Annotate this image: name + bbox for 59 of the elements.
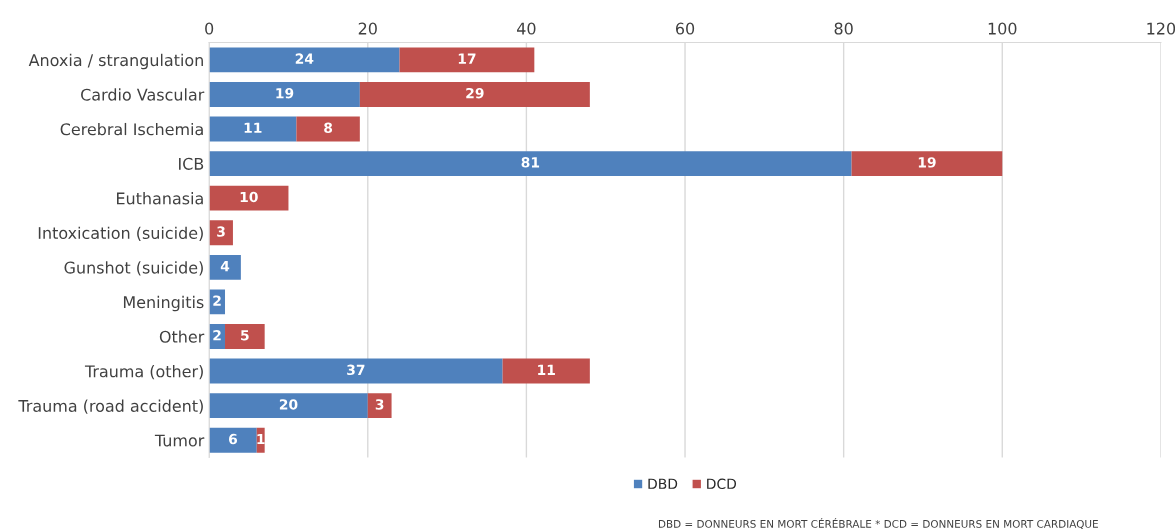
data-label: 10: [240, 191, 258, 203]
bar: [225, 324, 265, 349]
y-tick-label: Trauma (road accident): [18, 399, 203, 414]
data-label: 2: [213, 330, 221, 341]
data-label: 1: [257, 433, 265, 445]
x-tick-label: 0: [205, 22, 214, 35]
y-tick-label: Meningitis: [123, 295, 204, 312]
data-label: 3: [217, 226, 225, 237]
y-tick-label: Anoxia / strangulation: [28, 53, 203, 70]
bar: [209, 427, 257, 453]
data-label: 19: [276, 87, 294, 99]
data-label: 8: [324, 122, 333, 134]
bar: [359, 81, 590, 107]
bar: [399, 47, 535, 73]
bar: [209, 185, 289, 211]
x-tick-label: 20: [358, 22, 377, 35]
legend-label: DBD: [648, 478, 678, 489]
x-tick-label: 100: [988, 22, 1017, 35]
data-label: 17: [458, 53, 476, 64]
x-tick-label: 80: [834, 22, 853, 35]
text: DBD = DONNEURS EN MORT CÉRÉBRALE * DCD = DONNEURS EN MORT CARDIAQUE: [658, 518, 1098, 530]
bar: [296, 116, 360, 142]
bar: [851, 151, 1003, 177]
data-label: 11: [244, 122, 262, 133]
x-tick-label: 120: [1147, 22, 1175, 35]
bar: [209, 116, 297, 142]
y-tick-label: ICB: [179, 157, 204, 170]
y-tick-label: Euthanasia: [117, 192, 203, 205]
y-tick-label: Other: [159, 330, 205, 343]
bar: [209, 358, 503, 384]
data-label: 3: [375, 399, 384, 410]
data-label: 11: [538, 364, 555, 375]
y-tick-label: Gunshot (suicide): [64, 261, 203, 276]
data-label: 6: [228, 433, 238, 445]
x-tick-label: 40: [517, 22, 536, 35]
y-tick-label: Cardio Vascular: [81, 88, 205, 101]
legend-label: DCD: [707, 478, 737, 490]
y-tick-label: Trauma (other): [84, 365, 203, 380]
data-label: 4: [220, 261, 230, 272]
x-tick-label: 60: [675, 22, 695, 35]
y-tick-label: Tumor: [154, 434, 205, 447]
data-label: 2: [213, 295, 221, 306]
y-tick-label: Intoxication (suicide): [38, 226, 203, 241]
data-label: 5: [241, 330, 249, 341]
bar: [209, 254, 241, 280]
y-tick-label: Cerebral Ischemia: [60, 122, 203, 136]
bar: [367, 393, 392, 419]
bar: [209, 47, 400, 73]
data-label: 29: [466, 87, 484, 99]
data-label: 19: [918, 157, 936, 168]
bar: [502, 358, 590, 384]
data-label: 24: [295, 53, 314, 64]
bar: [209, 393, 368, 419]
bar: [209, 151, 852, 177]
data-label: 81: [521, 157, 540, 168]
data-label: 37: [347, 364, 365, 376]
bar: [209, 220, 233, 246]
data-label: 20: [279, 399, 298, 410]
bar: [209, 81, 360, 107]
